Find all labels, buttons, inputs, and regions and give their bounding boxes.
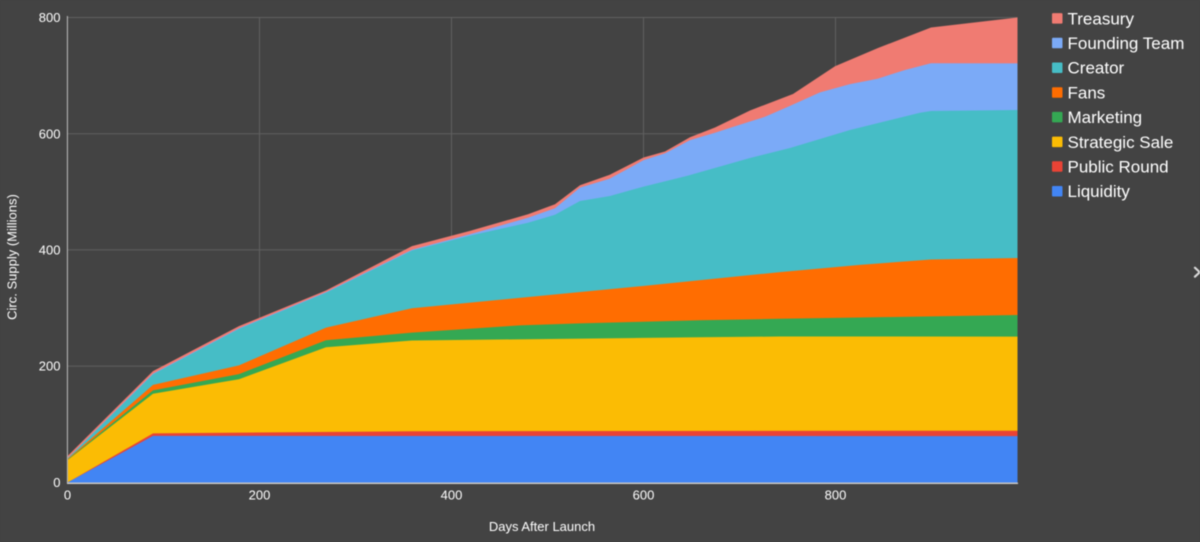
svg-text:Strategic Sale: Strategic Sale [1068,133,1174,152]
svg-text:200: 200 [39,359,61,374]
svg-text:400: 400 [441,488,463,503]
svg-text:800: 800 [39,10,61,25]
svg-text:Circ. Supply (Millions): Circ. Supply (Millions) [5,194,20,320]
svg-text:0: 0 [53,475,60,490]
svg-text:400: 400 [39,243,61,258]
svg-text:600: 600 [633,488,655,503]
svg-text:Liquidity: Liquidity [1068,182,1131,201]
svg-text:800: 800 [825,488,847,503]
svg-text:600: 600 [39,126,61,141]
svg-text:Marketing: Marketing [1068,108,1143,127]
svg-text:Treasury: Treasury [1068,9,1135,28]
svg-text:Public Round: Public Round [1068,158,1169,177]
svg-text:Fans: Fans [1068,83,1106,102]
svg-text:200: 200 [249,488,271,503]
svg-text:0: 0 [64,488,71,503]
svg-text:Founding Team: Founding Team [1068,34,1185,53]
svg-text:Creator: Creator [1068,59,1125,78]
svg-text:Days After Launch: Days After Launch [489,519,595,534]
